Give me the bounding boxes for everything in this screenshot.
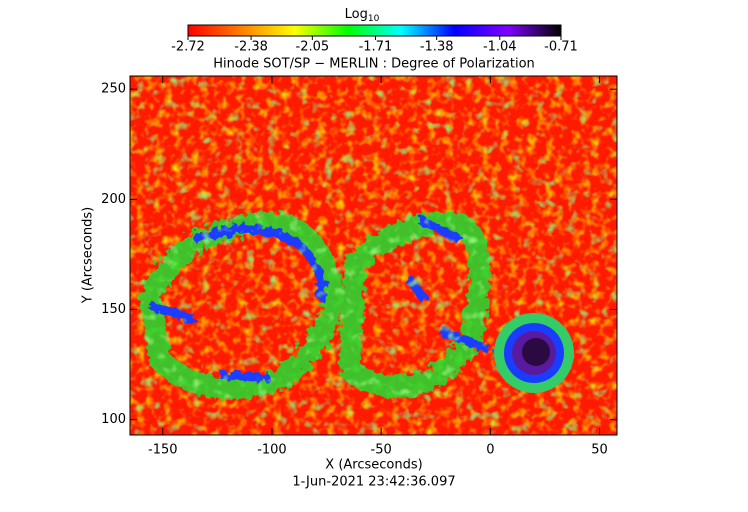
y-tick-label: 200 <box>101 192 126 207</box>
colorbar-tick-label: -2.72 <box>171 40 205 55</box>
colorbar-tick-label: -1.04 <box>483 40 517 55</box>
x-axis-label: X (Arcseconds) <box>325 458 422 473</box>
colorbar-label: Log10 <box>345 7 380 24</box>
axes: -150 -100 -50 0 50 100 150 200 250 -2.72 -2.38 -2.0… <box>101 36 617 458</box>
colorbar-tick-label: -0.71 <box>544 40 578 55</box>
x-tick-label: 0 <box>486 443 494 458</box>
footer: 1-Jun-2021 23:42:36.097 <box>292 475 455 490</box>
y-axis-label: Y (Arcseconds) <box>81 207 96 304</box>
x-tick-label: -100 <box>257 443 287 458</box>
colorbar <box>187 24 562 37</box>
y-tick-label: 150 <box>101 302 126 317</box>
chart-title: Hinode SOT/SP − MERLIN : Degree of Polar… <box>213 57 535 72</box>
x-tick-label: -50 <box>371 443 392 458</box>
y-tick-label: 100 <box>101 412 126 427</box>
x-tick-label: 50 <box>591 443 608 458</box>
plot-frame <box>129 75 618 436</box>
y-tick-label: 250 <box>101 82 126 97</box>
colorbar-tick-label: -1.71 <box>359 40 393 55</box>
colorbar-tick-label: -1.38 <box>420 40 454 55</box>
x-tick-label: -150 <box>148 443 178 458</box>
colorbar-tick-label: -2.38 <box>234 40 268 55</box>
colorbar-tick-label: -2.05 <box>296 40 330 55</box>
heatmap-image <box>130 76 617 435</box>
